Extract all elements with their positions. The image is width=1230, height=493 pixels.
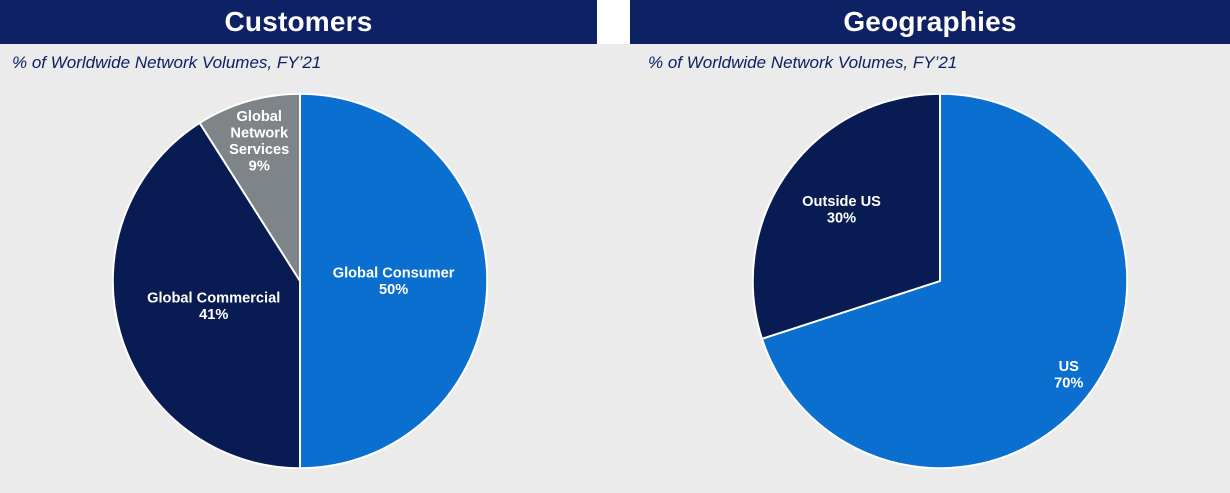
customers-chart-title: Customers — [224, 6, 373, 37]
pie-label-global-consumer: Global Consumer 50% — [333, 266, 455, 299]
geographies-panel: % of Worldwide Network Volumes, FY’21 US… — [615, 44, 1230, 476]
pie-label-global-network-services: Global Network Services 9% — [229, 109, 289, 175]
pie-label-global-commercial: Global Commercial 41% — [147, 291, 280, 324]
geographies-header-bar: Geographies — [630, 0, 1230, 44]
pie-slice-global-commercial — [111, 121, 301, 470]
pie-slice-global-consumer — [299, 92, 489, 470]
header-row: Customers Geographies — [0, 0, 1230, 44]
pie-label-outside-us: Outside US 30% — [802, 194, 881, 227]
geographies-chart-subtitle: % of Worldwide Network Volumes, FY’21 — [648, 53, 958, 72]
header-gap-divider — [597, 0, 630, 44]
customers-panel: % of Worldwide Network Volumes, FY’21 Gl… — [0, 44, 615, 476]
geographies-pie-chart: US 70% Outside US 30% — [751, 92, 1129, 470]
customers-chart-subtitle: % of Worldwide Network Volumes, FY’21 — [12, 53, 322, 72]
customers-pie-chart: Global Consumer 50% Global Commercial 41% Gl… — [111, 92, 489, 470]
pie-slice-global-network-services — [198, 92, 301, 282]
pie-slice-us — [760, 92, 1129, 470]
page: Customers Geographies % of Worldwide Net… — [0, 0, 1230, 476]
charts-area: % of Worldwide Network Volumes, FY’21 Gl… — [0, 44, 1230, 476]
geographies-chart-title: Geographies — [843, 6, 1017, 37]
pie-slice-outside-us — [751, 92, 941, 340]
customers-header-bar: Customers — [0, 0, 597, 44]
pie-label-us: US 70% — [1054, 359, 1083, 392]
